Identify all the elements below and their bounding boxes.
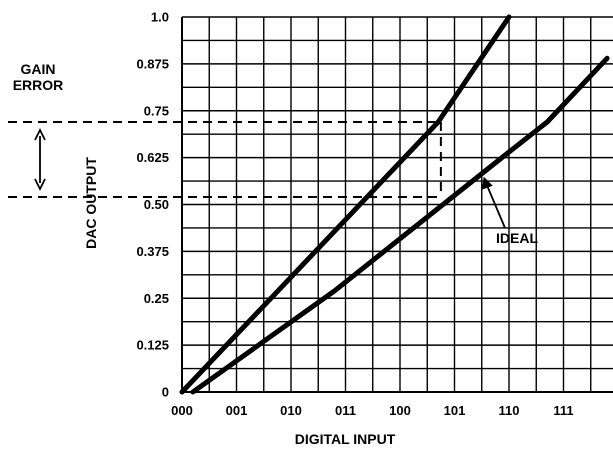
gain-error-label-line2: ERROR — [13, 77, 64, 93]
ideal-arrow-head — [481, 176, 493, 190]
series-gain-error-line — [179, 14, 512, 395]
y-tick-label: 0.125 — [136, 338, 169, 353]
x-tick-label: 101 — [444, 403, 466, 418]
x-tick-label: 110 — [499, 403, 520, 418]
x-tick-label: 010 — [280, 403, 302, 418]
x-tick-label: 100 — [389, 403, 411, 418]
x-axis-label: DIGITAL INPUT — [295, 431, 396, 447]
x-tick-label: 111 — [553, 403, 573, 418]
y-tick-label: 0.875 — [136, 56, 169, 71]
gain-error-arrow-head-up — [34, 127, 46, 141]
x-tick-label: 001 — [226, 403, 248, 418]
series-lines — [179, 14, 610, 395]
y-tick-label: 0.625 — [136, 150, 169, 165]
x-tick-label: 011 — [335, 403, 356, 418]
x-tick-label: 000 — [171, 403, 193, 418]
gain-error-arrow-head-down — [34, 178, 46, 192]
y-tick-label: 0.375 — [136, 244, 169, 259]
y-tick-labels: 0 0.125 0.25 0.375 0.50 0.625 0.75 0.875 1.0 — [136, 10, 169, 400]
x-tick-labels: 000 001 010 011 100 101 110 111 — [171, 403, 573, 418]
y-tick-label: 0.75 — [144, 103, 169, 118]
grid — [181, 16, 613, 393]
ideal-arrow-line — [485, 184, 506, 229]
y-tick-label: 0.50 — [144, 197, 169, 212]
y-tick-label: 0.25 — [144, 291, 169, 306]
ideal-label: IDEAL — [496, 230, 538, 246]
series-ideal-line — [190, 55, 610, 395]
y-axis-label: DAC OUTPUT — [83, 157, 99, 249]
annotations — [481, 176, 506, 229]
gain-error-label-line1: GAIN — [21, 61, 56, 77]
y-tick-label: 0 — [162, 385, 169, 400]
y-tick-label: 1.0 — [151, 10, 169, 25]
